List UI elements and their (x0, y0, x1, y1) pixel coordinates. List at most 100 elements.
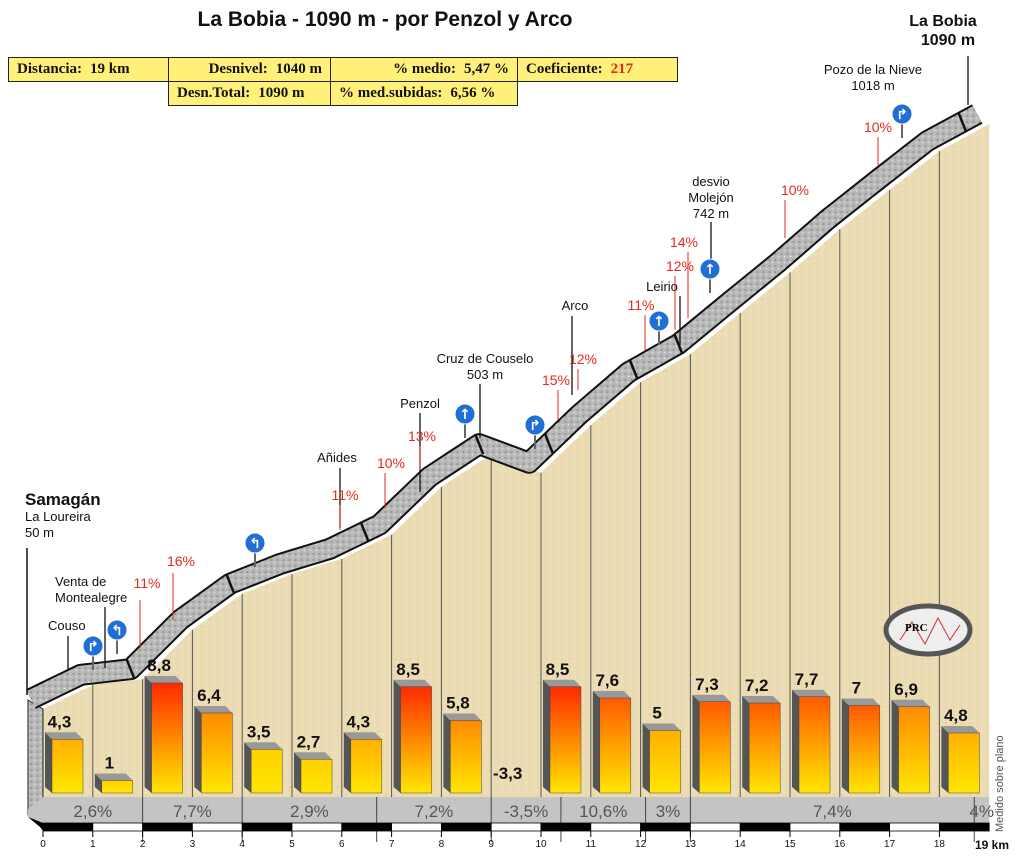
gradient-bar-km-12: 5 (642, 704, 681, 794)
bar-value-label: 8,8 (147, 656, 171, 675)
peak-gradient-label: 16% (167, 553, 195, 620)
gradient-bar-km-4: 3,5 (244, 722, 283, 794)
bar-value-label: 6,9 (894, 680, 918, 699)
bar-side (592, 691, 600, 793)
bar-top (294, 752, 332, 760)
section-gradient-label: 2,6% (73, 802, 112, 821)
bar-top (841, 698, 880, 706)
peak-gradient-text: 10% (377, 455, 405, 471)
x-tick-label: 11 (586, 839, 597, 850)
turn-right-sign-icon: ↱ (82, 635, 104, 670)
section-break-mark (957, 111, 968, 133)
bar-value-label: 3,5 (247, 722, 271, 741)
scale-segment (540, 822, 592, 832)
sign-disc (891, 103, 913, 125)
bar-top (692, 694, 731, 702)
section-gradient-label: 7,7% (173, 802, 212, 821)
stat-value: 5,47 % (464, 61, 509, 77)
bar-front (400, 686, 432, 794)
peak-gradient-text: 10% (781, 182, 809, 198)
bar-front (649, 730, 681, 794)
x-tick-label: 18 (934, 839, 946, 850)
turn-right-sign-icon: ↱ (891, 103, 913, 138)
place-name-line: 742 m (693, 206, 729, 221)
stat-value: 217 (610, 61, 634, 77)
bar-side (692, 694, 700, 793)
bar-value-label: 4,3 (48, 712, 72, 731)
scale-segment (939, 822, 990, 832)
bar-side (45, 732, 52, 793)
turn-right-sign-icon: ↱ (524, 414, 546, 449)
sign-arrow: ↑ (704, 262, 716, 278)
x-tick-label: 15 (784, 839, 796, 850)
bar-front (748, 702, 781, 794)
sign-arrow: ↑ (459, 407, 471, 423)
peak-gradient-label: 11% (332, 487, 358, 530)
stat-value: 19 km (90, 61, 130, 77)
place-name-line: Venta de (55, 574, 106, 589)
place-name-line: Cruz de Couselo (437, 351, 534, 366)
side-note: Medido sobre plano (994, 735, 1006, 832)
place-name-line: desvio (692, 174, 730, 189)
scale-segment (789, 822, 841, 832)
place-name-line: 503 m (467, 367, 503, 382)
bar-side (543, 679, 550, 793)
prc-logo: PRC (883, 603, 973, 657)
bar-side (841, 698, 849, 793)
peak-gradient-label: 10% (377, 455, 405, 508)
stat-label: Desn.Total: (177, 85, 251, 101)
bar-front (549, 686, 582, 794)
bar-value-label: 7,7 (795, 670, 819, 689)
sign-arrow: ↰ (249, 536, 261, 552)
sign-disc (524, 414, 546, 436)
bar-front (948, 732, 980, 794)
scale-segment (191, 822, 243, 832)
stat-label: Distancia: (17, 61, 82, 77)
section-break-mark (125, 658, 136, 680)
peak-gradient-text: 10% (864, 119, 892, 135)
scale-segment (241, 822, 293, 832)
stat-medio: % medio: 5,47 % (330, 57, 518, 82)
scale-segment (690, 822, 741, 832)
bar-front (848, 705, 881, 794)
x-tick-label: 16 (834, 839, 846, 850)
scale-segment (739, 822, 791, 832)
road-surface (27, 106, 982, 708)
place-name-line: 1018 m (851, 78, 894, 93)
bar-front (898, 706, 930, 794)
scale-edge (28, 817, 43, 831)
scale-segment (42, 822, 94, 832)
sign-arrow: ↱ (87, 639, 99, 655)
straight-sign-icon: ↑ (699, 258, 721, 293)
bar-value-label: -3,3 (493, 764, 522, 783)
bar-side (393, 679, 401, 793)
peak-gradient-text: 15% (542, 372, 570, 388)
section-break-mark (628, 358, 639, 380)
x-tick-label: 0 (40, 839, 46, 850)
gradient-bar-km-2: 8,8 (144, 656, 183, 794)
scale-segment (291, 822, 343, 832)
gradient-bar-km-7: 8,5 (393, 660, 432, 794)
gradient-bar-km-5: 2,7 (294, 732, 333, 794)
peak-gradient-label: 12% (666, 258, 694, 330)
stat-label: % medio: (393, 61, 456, 77)
gradient-bar-km-1: 1 (94, 754, 134, 794)
peak-gradient-label: 11% (134, 575, 160, 648)
place-name-line: Leirio (646, 279, 678, 294)
bar-value-label: 2,7 (297, 732, 321, 751)
peak-gradient-label: 12% (569, 351, 597, 390)
bar-front (798, 696, 831, 794)
logo-text: PRC (905, 622, 928, 634)
bar-front (300, 759, 333, 794)
stat-label: % med.subidas: (339, 85, 443, 101)
x-tick-label: 12 (635, 839, 647, 850)
bar-side (94, 773, 102, 793)
stat-med-subidas: % med.subidas: 6,56 % (330, 81, 518, 106)
bar-side (742, 696, 750, 793)
place-label: Arco (562, 298, 588, 395)
bar-value-label: 7 (852, 679, 861, 698)
gradient-bar-km-17: 6,9 (891, 680, 930, 794)
place-name-line: Couso (48, 618, 86, 633)
